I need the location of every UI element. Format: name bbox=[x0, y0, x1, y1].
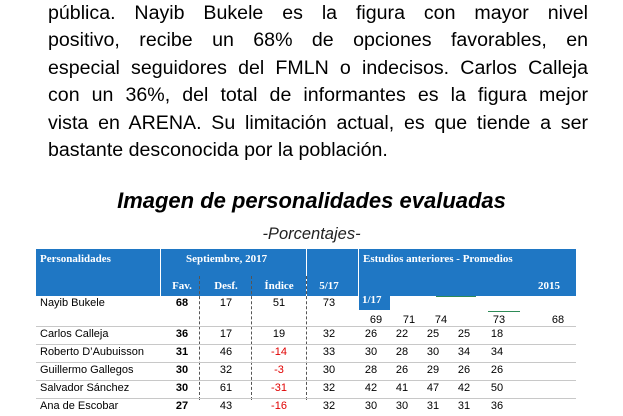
row-name: Carlos Calleja bbox=[40, 328, 109, 340]
row-hist: 28 bbox=[364, 364, 378, 376]
row-hist: 25 bbox=[457, 328, 471, 340]
table-row: Guillermo Gallegos 30 32 -3 30 28 26 29 … bbox=[36, 363, 576, 381]
header-desf: Desf. bbox=[214, 280, 238, 292]
row-fav: 68 bbox=[175, 297, 189, 309]
row-indice: -3 bbox=[274, 364, 284, 376]
period-1-17-label: 1/17 bbox=[359, 294, 390, 310]
row-hist: 30 bbox=[364, 346, 378, 358]
paragraph-line: vista en ARENA. Su limitación actual, es… bbox=[48, 111, 588, 134]
table-row: Nayib Bukele 68 17 51 73 bbox=[36, 296, 576, 327]
row-hist: 42 bbox=[457, 382, 471, 394]
header-5-17: 5/17 bbox=[319, 280, 339, 292]
divider-line bbox=[436, 296, 476, 297]
row-hist: 28 bbox=[395, 346, 409, 358]
row-hist: 29 bbox=[426, 364, 440, 376]
column-divider bbox=[306, 276, 307, 400]
row-hist: 34 bbox=[457, 346, 471, 358]
row-fav: 30 bbox=[175, 382, 189, 394]
figure-title: Imagen de personalidades evaluadas bbox=[117, 188, 506, 213]
row-hist: 31 bbox=[426, 400, 440, 412]
row-name: Guillermo Gallegos bbox=[40, 364, 134, 376]
paragraph-line: positivo, recibe un 68% de opciones favo… bbox=[48, 29, 588, 52]
header-divider bbox=[306, 249, 307, 296]
bukele-hist-value: 71 bbox=[402, 314, 416, 326]
row-fav: 27 bbox=[175, 400, 189, 412]
row-5-17: 32 bbox=[322, 382, 336, 394]
row-5-17: 33 bbox=[322, 346, 336, 358]
table-row: Roberto D’Aubuisson 31 46 -14 33 30 28 3… bbox=[36, 345, 576, 363]
row-hist: 30 bbox=[395, 400, 409, 412]
row-5-17: 73 bbox=[322, 297, 336, 309]
row-desf: 46 bbox=[219, 346, 233, 358]
row-hist: 26 bbox=[457, 364, 471, 376]
row-desf: 61 bbox=[219, 382, 233, 394]
column-divider bbox=[199, 276, 200, 400]
table-row: Ana de Escobar 27 43 -16 32 30 30 31 31 … bbox=[36, 399, 576, 416]
header-indice: Índice bbox=[264, 280, 294, 292]
row-hist: 31 bbox=[457, 400, 471, 412]
header-divider bbox=[358, 249, 359, 296]
row-fav: 30 bbox=[175, 364, 189, 376]
row-indice: 51 bbox=[272, 297, 286, 309]
row-name: Nayib Bukele bbox=[40, 297, 105, 309]
paragraph-line: pública. Nayib Bukele es la figura con m… bbox=[48, 2, 588, 24]
column-divider bbox=[251, 276, 252, 400]
row-name: Salvador Sánchez bbox=[40, 382, 130, 394]
row-hist: 26 bbox=[395, 364, 409, 376]
header-personalidades: Personalidades bbox=[40, 253, 111, 265]
header-fav: Fav. bbox=[172, 280, 192, 292]
row-hist: 50 bbox=[490, 382, 504, 394]
row-hist: 34 bbox=[490, 346, 504, 358]
bukele-hist-value: 73 bbox=[492, 314, 506, 326]
bukele-hist-value: 74 bbox=[434, 314, 448, 326]
row-hist: 30 bbox=[426, 346, 440, 358]
row-hist: 18 bbox=[490, 328, 504, 340]
row-desf: 17 bbox=[219, 328, 233, 340]
row-hist: 30 bbox=[364, 400, 378, 412]
row-fav: 36 bbox=[175, 328, 189, 340]
paragraph-line: con un 36%, del total de informantes es … bbox=[48, 84, 588, 107]
body-paragraph: pública. Nayib Bukele es la figura con m… bbox=[48, 0, 588, 164]
row-indice: 19 bbox=[272, 328, 286, 340]
divider-line bbox=[488, 311, 520, 312]
row-hist: 36 bbox=[490, 400, 504, 412]
row-indice: -16 bbox=[271, 400, 287, 412]
row-hist: 47 bbox=[426, 382, 440, 394]
row-hist: 42 bbox=[364, 382, 378, 394]
row-hist: 41 bbox=[395, 382, 409, 394]
row-fav: 31 bbox=[175, 346, 189, 358]
row-hist: 22 bbox=[395, 328, 409, 340]
header-septiembre: Septiembre, 2017 bbox=[186, 253, 268, 265]
figure-subtitle: -Porcentajes- bbox=[262, 225, 361, 243]
row-desf: 43 bbox=[219, 400, 233, 412]
row-name: Roberto D’Aubuisson bbox=[40, 346, 144, 358]
table-row: Salvador Sánchez 30 61 -31 32 42 41 47 4… bbox=[36, 381, 576, 399]
header-estudios: Estudios anteriores - Promedios bbox=[363, 253, 513, 265]
row-5-17: 30 bbox=[322, 364, 336, 376]
row-desf: 17 bbox=[219, 297, 233, 309]
paragraph-line: especial seguidores del FMLN o indecisos… bbox=[48, 56, 588, 79]
row-name: Ana de Escobar bbox=[40, 400, 119, 412]
row-hist: 26 bbox=[364, 328, 378, 340]
row-desf: 32 bbox=[219, 364, 233, 376]
header-divider bbox=[160, 249, 161, 296]
header-2015: 2015 bbox=[538, 280, 560, 292]
table-row: Carlos Calleja 36 17 19 32 26 22 25 25 1… bbox=[36, 327, 576, 345]
paragraph-line: bastante desconocida por la población. bbox=[48, 138, 388, 161]
row-5-17: 32 bbox=[322, 328, 336, 340]
row-hist: 26 bbox=[490, 364, 504, 376]
row-indice: -14 bbox=[271, 346, 287, 358]
row-indice: -31 bbox=[271, 382, 287, 394]
bukele-hist-value: 69 bbox=[369, 314, 383, 326]
row-5-17: 32 bbox=[322, 400, 336, 412]
bukele-hist-value: 68 bbox=[551, 314, 565, 326]
row-hist: 25 bbox=[426, 328, 440, 340]
